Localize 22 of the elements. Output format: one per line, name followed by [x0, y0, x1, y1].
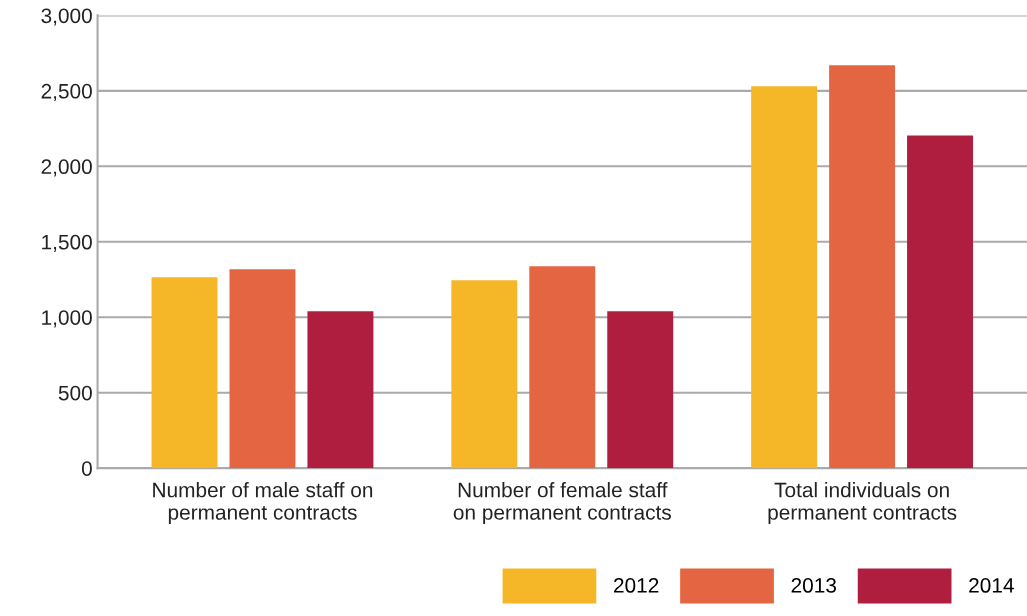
bar [451, 280, 518, 469]
y-tick-label: 0 [81, 461, 92, 476]
y-tick-label: 2,000 [41, 159, 92, 177]
x-tick-label: Number of male staff on permanent contracts [153, 482, 373, 524]
bar [307, 311, 374, 469]
y-tick-label: 1,500 [42, 234, 92, 252]
y-tick-label: 1,000 [42, 310, 92, 328]
bar [751, 86, 818, 469]
y-tick-label: 3,000 [41, 8, 92, 26]
bar [229, 269, 296, 469]
x-tick-label: Number of female staff on permanent contracts [453, 482, 671, 524]
legend-label: 2014 [969, 578, 1014, 593]
bar [607, 311, 674, 469]
bar [529, 266, 596, 469]
bar [907, 135, 974, 469]
legend-label: 2012 [614, 578, 659, 593]
bar [151, 277, 218, 469]
legend-label: 2013 [791, 578, 836, 593]
y-tick-label: 500 [58, 385, 92, 401]
y-tick-label: 2,500 [41, 83, 92, 102]
bar [829, 65, 896, 469]
x-tick-label: Total individuals on permanent contracts [768, 482, 957, 524]
